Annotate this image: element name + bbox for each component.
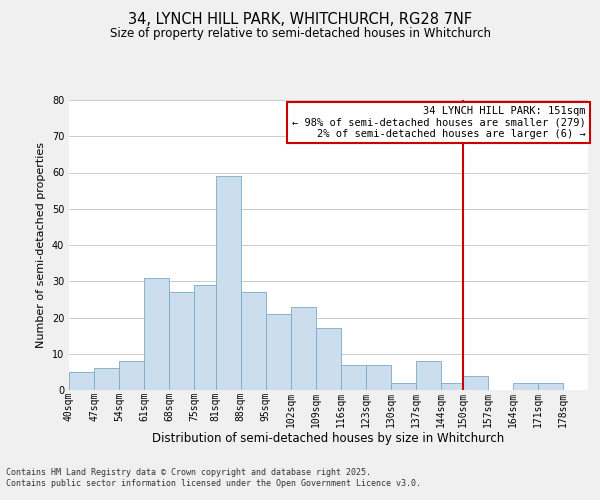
Bar (341, 364, 366, 390)
Text: Contains HM Land Registry data © Crown copyright and database right 2025.
Contai: Contains HM Land Registry data © Crown c… (6, 468, 421, 487)
Bar (241, 292, 266, 390)
Bar (538, 383, 563, 390)
Bar (266, 314, 291, 390)
Bar (216, 176, 241, 390)
Text: Size of property relative to semi-detached houses in Whitchurch: Size of property relative to semi-detach… (110, 28, 491, 40)
Bar (169, 292, 194, 390)
Bar (366, 364, 391, 390)
Bar (144, 278, 169, 390)
Bar (316, 328, 341, 390)
Text: 34 LYNCH HILL PARK: 151sqm
← 98% of semi-detached houses are smaller (279)
2% of: 34 LYNCH HILL PARK: 151sqm ← 98% of semi… (292, 106, 586, 139)
Bar (416, 361, 441, 390)
Bar (94, 368, 119, 390)
X-axis label: Distribution of semi-detached houses by size in Whitchurch: Distribution of semi-detached houses by … (152, 432, 505, 445)
Bar (441, 383, 463, 390)
Bar (391, 383, 416, 390)
Bar (119, 361, 144, 390)
Bar (463, 376, 488, 390)
Bar (194, 285, 216, 390)
Bar (69, 372, 94, 390)
Bar (513, 383, 538, 390)
Bar (291, 306, 316, 390)
Y-axis label: Number of semi-detached properties: Number of semi-detached properties (36, 142, 46, 348)
Text: 34, LYNCH HILL PARK, WHITCHURCH, RG28 7NF: 34, LYNCH HILL PARK, WHITCHURCH, RG28 7N… (128, 12, 472, 28)
